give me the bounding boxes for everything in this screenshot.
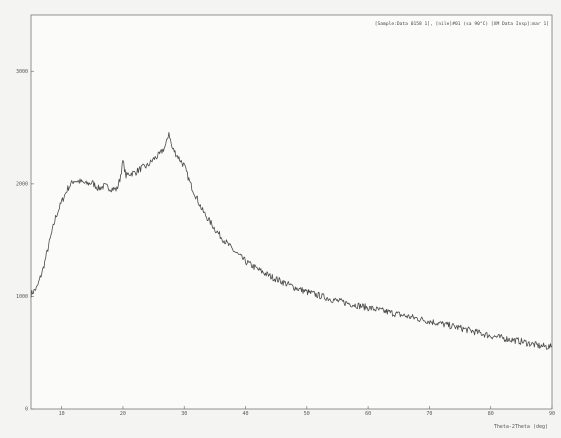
- x-axis-ticks: 10 20 30 40 50 60 70 80 90: [59, 406, 555, 417]
- x-tick-label: 10: [59, 411, 65, 417]
- x-tick-label: 90: [549, 411, 555, 417]
- x-tick-label: 80: [488, 411, 494, 417]
- x-tick-label: 50: [304, 411, 310, 417]
- x-tick-label: 40: [243, 411, 249, 417]
- series-line: [30, 132, 553, 350]
- x-tick-label: 70: [426, 411, 432, 417]
- y-tick-label: 1000: [16, 294, 28, 300]
- legend-text: [Sample:Data 0158 1], [nile]#01 (sa 90°C…: [375, 21, 549, 27]
- y-tick-label: 0: [25, 407, 28, 413]
- y-axis-ticks: 0 1000 2000 3000: [16, 69, 34, 413]
- plot-area: [30, 14, 553, 410]
- x-tick-label: 30: [181, 411, 187, 417]
- y-tick-label: 3000: [16, 69, 28, 75]
- x-tick-label: 60: [365, 411, 371, 417]
- x-axis-label: Theta-2Theta (deg): [494, 424, 548, 430]
- x-tick-label: 20: [120, 411, 126, 417]
- y-tick-label: 2000: [16, 181, 28, 187]
